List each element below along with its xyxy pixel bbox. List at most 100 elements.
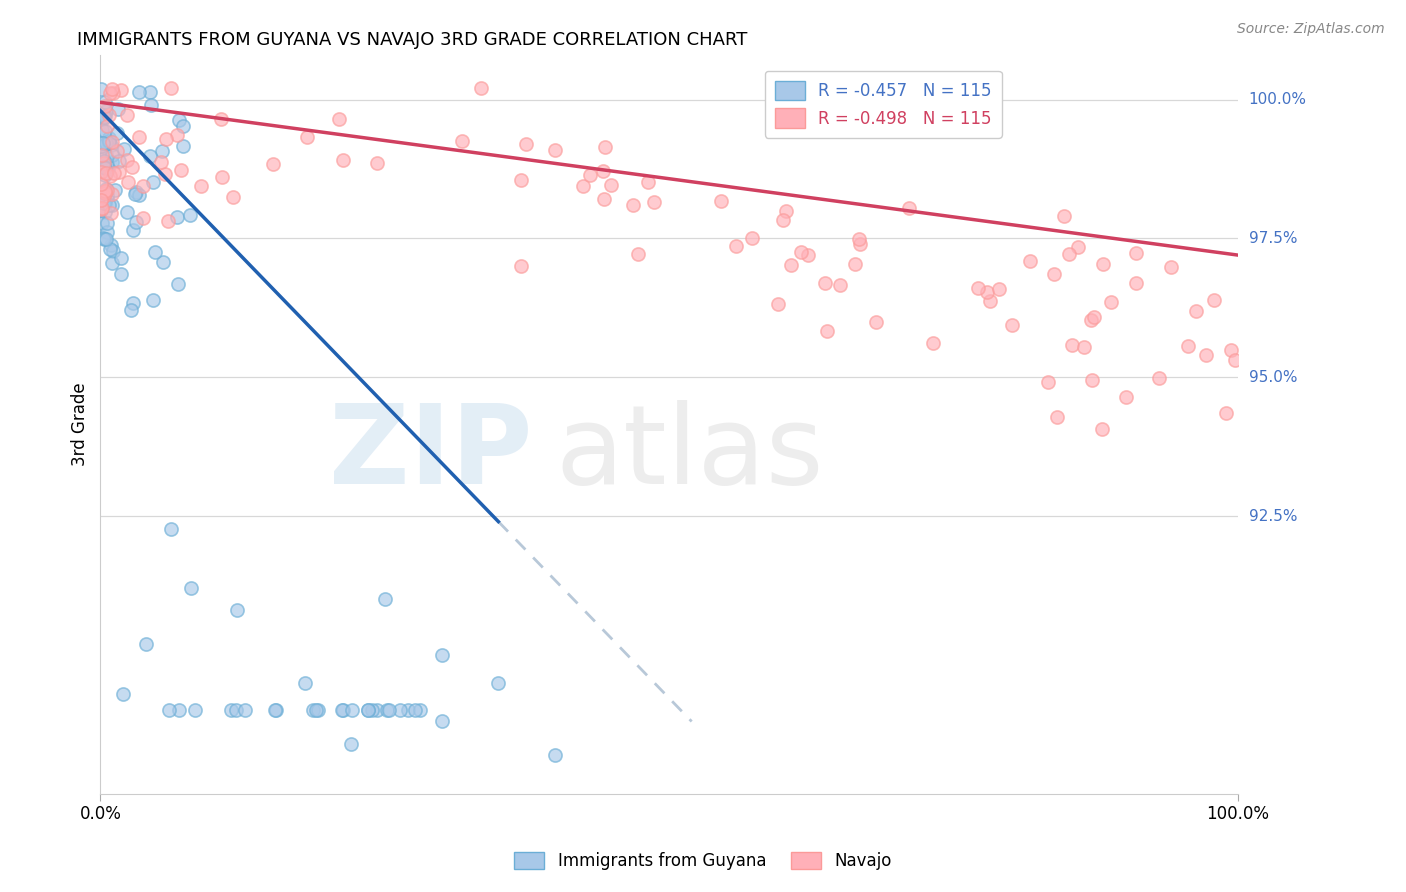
Point (142, 175, 165, 189)
Point (592, 164, 614, 178)
Point (340, 703, 363, 717)
Point (332, 153, 354, 168)
Point (1091, 422, 1114, 436)
Point (93, 232, 115, 246)
Point (1215, 406, 1237, 420)
Point (710, 194, 733, 209)
Point (515, 136, 537, 151)
Point (966, 281, 988, 295)
Point (772, 213, 794, 227)
Point (339, 737, 361, 751)
Point (101, 82, 124, 96)
Point (90, 139, 112, 153)
Point (167, 703, 190, 717)
Point (96, 188, 118, 202)
Point (388, 703, 411, 717)
Point (1177, 339, 1199, 353)
Point (404, 703, 426, 717)
Point (152, 254, 174, 268)
Point (94, 186, 117, 201)
Point (107, 153, 129, 168)
Point (98, 136, 121, 150)
Point (159, 81, 181, 95)
Point (1195, 348, 1218, 362)
Point (451, 134, 474, 148)
Point (830, 277, 852, 292)
Point (643, 195, 665, 210)
Point (93, 140, 115, 154)
Point (122, 296, 145, 310)
Point (262, 156, 284, 170)
Point (145, 245, 167, 260)
Point (142, 293, 165, 307)
Point (172, 139, 194, 153)
Point (294, 675, 316, 690)
Point (132, 179, 155, 194)
Point (637, 175, 659, 189)
Point (332, 703, 354, 717)
Point (430, 714, 453, 729)
Point (797, 248, 820, 262)
Point (366, 156, 388, 170)
Point (100, 186, 122, 201)
Point (766, 297, 789, 311)
Point (98, 198, 121, 212)
Point (115, 153, 138, 168)
Point (90, 193, 112, 207)
Point (96, 120, 118, 134)
Point (775, 204, 797, 219)
Point (1184, 304, 1206, 318)
Point (110, 267, 132, 281)
Point (849, 236, 872, 251)
Point (98, 242, 121, 256)
Point (93, 195, 115, 210)
Point (167, 277, 190, 292)
Point (544, 143, 567, 157)
Point (375, 703, 398, 717)
Point (132, 211, 155, 226)
Point (328, 112, 350, 126)
Point (1036, 375, 1059, 389)
Point (509, 173, 531, 187)
Point (184, 703, 207, 717)
Point (112, 142, 135, 156)
Point (91, 136, 114, 151)
Y-axis label: 3rd Grade: 3rd Grade (72, 383, 89, 467)
Point (741, 231, 763, 245)
Point (121, 160, 143, 174)
Point (621, 198, 644, 212)
Point (120, 303, 142, 318)
Point (91, 148, 114, 162)
Point (93, 189, 115, 203)
Point (125, 215, 148, 229)
Point (117, 175, 139, 189)
Point (1062, 338, 1084, 352)
Point (366, 703, 388, 717)
Point (97, 162, 120, 177)
Point (180, 581, 202, 595)
Point (139, 98, 162, 112)
Text: ZIP: ZIP (329, 401, 533, 508)
Point (1125, 246, 1147, 260)
Point (156, 214, 179, 228)
Point (166, 210, 188, 224)
Point (332, 703, 354, 717)
Point (976, 285, 998, 300)
Point (211, 170, 233, 185)
Point (170, 163, 193, 178)
Point (98, 86, 121, 100)
Point (93, 160, 115, 174)
Point (155, 131, 177, 145)
Point (225, 603, 247, 617)
Point (90, 82, 112, 96)
Point (235, 703, 257, 717)
Point (430, 648, 453, 662)
Point (101, 198, 124, 212)
Point (93, 153, 115, 168)
Point (94, 99, 117, 113)
Point (98, 169, 121, 184)
Point (264, 703, 287, 717)
Point (724, 239, 747, 253)
Point (190, 179, 212, 194)
Point (593, 192, 616, 206)
